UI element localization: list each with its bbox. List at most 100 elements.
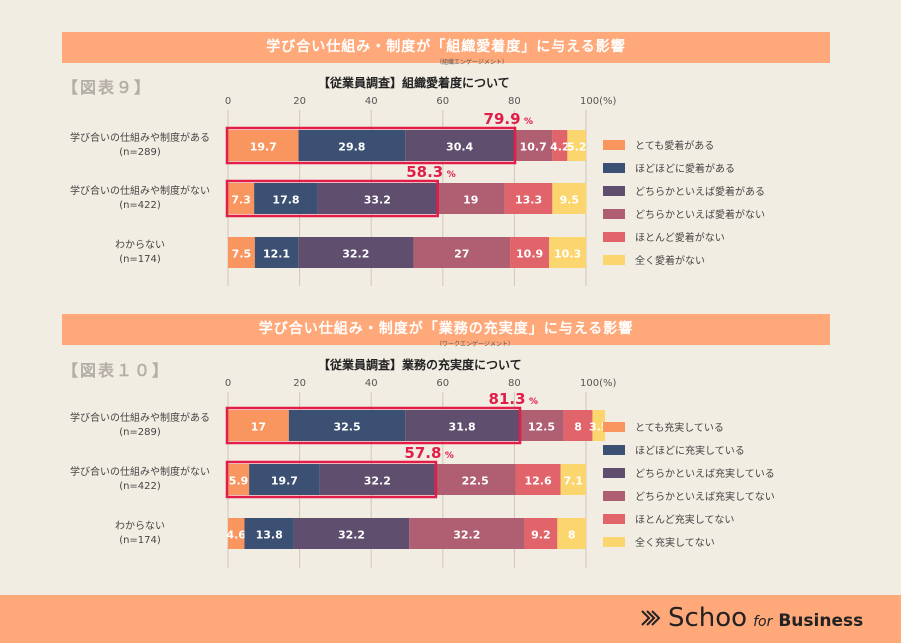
chart2-legend-swatch xyxy=(603,537,625,547)
chart2-bar-segment xyxy=(249,464,320,495)
chart2-bar-segment xyxy=(228,518,245,549)
chart2-bar-segment xyxy=(560,464,586,495)
chart1-bar-segment xyxy=(254,183,318,214)
chart1-bar-segment xyxy=(413,237,511,268)
charts-canvas: 0 20 40 60 80 100(%)学び合いの仕組みや制度がある(n=289) 19.7… xyxy=(70,96,775,568)
chart2-bar-value: 8 xyxy=(568,529,576,542)
chart2-legend-swatch xyxy=(603,468,625,478)
chart1-legend-label: とても愛着がある xyxy=(635,139,714,152)
chart1-bar-value: 10.7 xyxy=(520,141,547,154)
chart2-bar-value: 7.1 xyxy=(564,475,584,488)
chart1-bar-value: 30.4 xyxy=(446,141,473,154)
chart2-tick-label: 80 xyxy=(508,378,521,389)
chart1-legend-swatch xyxy=(603,140,625,150)
chart2-bar-value: 8 xyxy=(574,421,582,434)
chart2-bar-value: 32.2 xyxy=(453,529,480,542)
chart1-row-n: (n=174) xyxy=(119,254,161,265)
chart1-tick-label: 100(%) xyxy=(580,96,616,107)
chart1-bar-value: 7.3 xyxy=(231,194,251,207)
chart1-callout-pct: % xyxy=(524,117,533,127)
chart2-callout-pct: % xyxy=(529,397,538,407)
chart2-bar-segment xyxy=(319,464,435,495)
chart1-tick-label: 60 xyxy=(436,96,449,107)
chart1-callout-value: 79.9 xyxy=(484,110,521,128)
chart2-banner: 学び合い仕組み・制度が「業務の充実度」に与える影響 xyxy=(62,314,830,345)
chart1-bar-segment xyxy=(228,237,255,268)
chart1-legend-swatch xyxy=(603,209,625,219)
chart2-bar-value: 31.8 xyxy=(449,421,476,434)
chart1-bar-segment xyxy=(254,237,299,268)
chart1-highlight-box xyxy=(225,126,517,165)
chart2-legend-label: どちらかといえば充実してない xyxy=(635,490,775,503)
chart2-bar-segment xyxy=(288,410,406,441)
chart1-ruby: （組織エンゲージメント） xyxy=(436,59,508,66)
chart1-bar-value: 33.2 xyxy=(364,194,391,207)
chart1-row-label: わからない xyxy=(115,239,165,251)
chart1-bar-segment xyxy=(552,183,587,214)
chart2-callout-value: 57.8 xyxy=(404,444,441,462)
chart2-legend-label: 全く充実してない xyxy=(635,536,715,549)
chart2-bar-segment xyxy=(244,518,294,549)
chart2-bar-value: 32.5 xyxy=(333,421,360,434)
chart2-bar-segment xyxy=(592,410,605,441)
chart2-highlight-box xyxy=(225,460,438,499)
chart2-bar-segment xyxy=(228,410,289,441)
chart1-legend-label: どちらかといえば愛着がある xyxy=(635,185,765,198)
chart2-bar-value: 5.9 xyxy=(229,475,249,488)
chart1-bar-value: 7.5 xyxy=(232,248,252,261)
chart2-highlight-box xyxy=(225,406,522,445)
chart1-bar-segment xyxy=(405,130,515,161)
chart1-row-n: (n=289) xyxy=(119,147,161,158)
chart2-legend-label: どちらかといえば充実している xyxy=(635,467,775,480)
chart1-bar-segment xyxy=(504,183,553,214)
chart1-legend-swatch xyxy=(603,186,625,196)
chart2-row-label: 学び合いの仕組みや制度がない xyxy=(70,465,210,478)
chart1-legend-label: 全く愛着がない xyxy=(635,254,705,267)
chart1-bar-value: 19 xyxy=(463,194,478,207)
chart2-bar-segment xyxy=(557,518,586,549)
chart2-bar-segment xyxy=(563,410,593,441)
chart2-row-n: (n=174) xyxy=(119,535,161,546)
chart1-legend-swatch xyxy=(603,163,625,173)
chart1-tick-label: 0 xyxy=(225,96,231,107)
chart2-bar-value: 13.8 xyxy=(256,529,283,542)
chart2-row-n: (n=289) xyxy=(119,427,161,438)
chart2-legend-swatch xyxy=(603,491,625,501)
chart2-bar-segment xyxy=(293,518,410,549)
chart1-highlight-box xyxy=(225,179,439,218)
chart2-bar-segment xyxy=(405,410,520,441)
chart1-callout-value: 58.3 xyxy=(406,163,443,181)
chart2-legend-label: ほとんど充実してない xyxy=(635,513,734,526)
chart1-callout-pct: % xyxy=(447,170,456,180)
chart2-bar-value: 32.2 xyxy=(364,475,391,488)
chart1-bar-segment xyxy=(510,237,550,268)
chart1-row-n: (n=422) xyxy=(119,200,161,211)
chart1-bar-value: 4.2 xyxy=(550,141,570,154)
chart1-tick-label: 80 xyxy=(508,96,521,107)
chart2-bar-value: 4.6 xyxy=(226,529,246,542)
chart2-bar-segment xyxy=(524,518,558,549)
chart2-callout-value: 81.3 xyxy=(489,390,526,408)
chart1-bar-segment xyxy=(552,130,568,161)
chart2-bar-value: 12.6 xyxy=(524,475,551,488)
chart1-bar-value: 9.5 xyxy=(560,194,580,207)
chart1-legend-swatch xyxy=(603,232,625,242)
chart1-bar-value: 19.7 xyxy=(250,141,277,154)
chart1-banner: 学び合い仕組み・制度が「組織愛着度」に与える影響 xyxy=(62,32,830,63)
chart1-bar-segment xyxy=(228,183,255,214)
chart1-tick-label: 40 xyxy=(365,96,378,107)
chart2-legend-label: ほどほどに充実している xyxy=(635,444,745,457)
schoo-logo-icon xyxy=(641,610,661,626)
chart2-tick-label: 0 xyxy=(225,378,231,389)
chart1-bar-value: 10.3 xyxy=(554,248,581,261)
chart2-row-label: わからない xyxy=(115,520,165,532)
chart2-row-n: (n=422) xyxy=(119,481,161,492)
chart2-bar-value: 22.5 xyxy=(462,475,489,488)
chart2-row-label: 学び合いの仕組みや制度がある xyxy=(70,411,210,424)
chart2-bar-segment xyxy=(228,464,250,495)
chart2-bar-value: 32.2 xyxy=(338,529,365,542)
chart1-bar-value: 12.1 xyxy=(263,248,290,261)
chart2-bar-value: 12.5 xyxy=(528,421,555,434)
logo-for: for xyxy=(753,614,773,630)
schoo-logo[interactable]: Schoo for Business xyxy=(640,603,863,633)
